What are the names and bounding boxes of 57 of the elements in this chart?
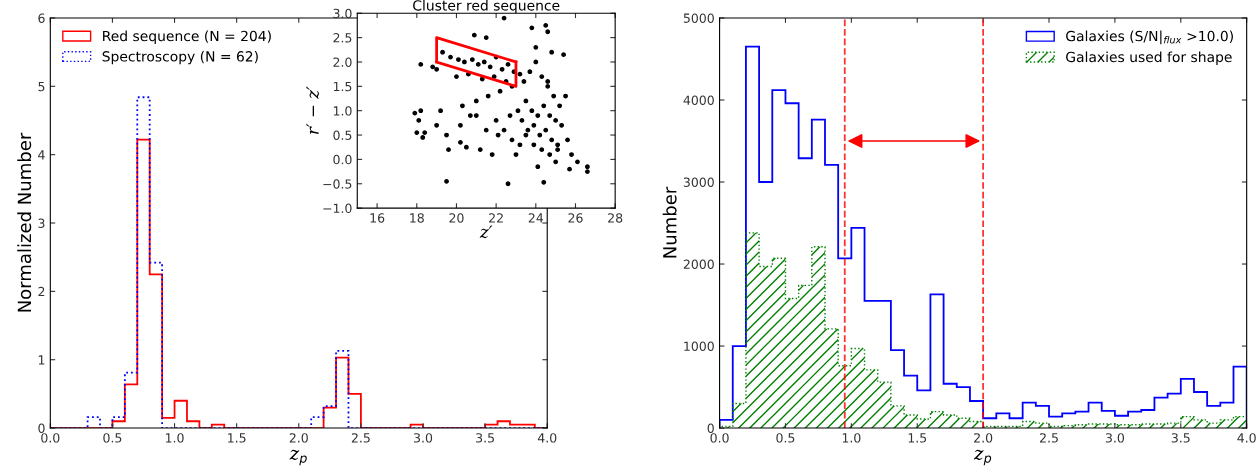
legend-label: Galaxies (S/N|$_{flux}$ >10.0) <box>1066 30 1233 45</box>
x-tick-label: 3.5 <box>476 433 494 443</box>
y-axis-title: Normalized Number <box>17 132 32 312</box>
x-tick-label: 1.5 <box>228 433 246 443</box>
y-tick-label: 6 <box>38 13 45 23</box>
y-tick-label: 5 <box>38 81 45 92</box>
y-tick-label: 2 <box>38 286 45 297</box>
x-tick-label: 3.5 <box>1171 433 1190 443</box>
y-axis-title: Number <box>662 186 677 258</box>
y-axis-title: r′ − z′ <box>306 86 320 134</box>
x-tick-label: 0.5 <box>103 433 122 443</box>
x-tick-label: 2.5 <box>1039 433 1058 443</box>
x-tick-label: 1.0 <box>842 433 861 443</box>
y-tick-label: 2.0 <box>333 57 352 67</box>
legend-label: Galaxies used for shape <box>1066 51 1232 65</box>
y-tick-label: 2000 <box>683 259 714 269</box>
y-tick-label: 4000 <box>683 95 714 105</box>
x-tick-label: 26 <box>568 213 583 223</box>
y-tick-label: 0.0 <box>333 154 352 165</box>
y-tick-label: −1.0 <box>323 203 352 214</box>
x-tick-label: 2.5 <box>351 433 370 443</box>
y-tick-label: −0.5 <box>323 179 352 189</box>
y-tick-label: 3 <box>38 218 45 228</box>
legend-label: Spectroscopy (N = 62) <box>102 50 258 65</box>
x-tick-label: 18 <box>410 213 424 223</box>
x-tick-label: 2.0 <box>974 433 993 443</box>
y-tick-label: 0 <box>707 423 714 433</box>
x-tick-label: 4.0 <box>537 433 557 443</box>
x-tick-label: 22 <box>489 213 503 223</box>
x-tick-label: 28 <box>608 213 623 223</box>
x-tick-label: 3.0 <box>1105 433 1125 443</box>
x-tick-label: 1.0 <box>165 433 184 443</box>
x-tick-label: 2.0 <box>289 433 308 443</box>
x-tick-label: 0.0 <box>710 433 729 443</box>
y-tick-label: 1.0 <box>333 106 352 116</box>
y-tick-label: 4 <box>38 150 45 160</box>
y-tick-label: 1 <box>38 355 45 365</box>
x-tick-label: 4.0 <box>1237 433 1256 443</box>
y-tick-label: 3.0 <box>333 8 352 19</box>
x-tick-label: 0.5 <box>776 433 795 443</box>
x-tick-label: 20 <box>449 213 464 223</box>
y-tick-label: 1000 <box>684 341 714 351</box>
y-tick-label: 2.5 <box>333 33 352 43</box>
chart-title: Cluster red sequence <box>413 0 560 14</box>
x-tick-label: 24 <box>528 213 544 223</box>
y-tick-label: 5000 <box>683 13 714 23</box>
x-tick-label: 1.5 <box>908 433 927 443</box>
x-axis-title: z$_{p}$ <box>289 449 307 466</box>
x-tick-label: 16 <box>370 213 385 223</box>
y-tick-label: 1.5 <box>333 81 352 92</box>
y-tick-label: 0.5 <box>333 130 352 140</box>
y-tick-label: 3000 <box>683 177 714 187</box>
x-axis-title: z$_{p}$ <box>973 449 992 466</box>
y-tick-label: 0 <box>38 423 45 433</box>
x-axis-title: z′ <box>479 225 493 239</box>
legend-label: Red sequence (N = 204) <box>103 30 271 44</box>
x-tick-label: 3.0 <box>414 433 433 443</box>
